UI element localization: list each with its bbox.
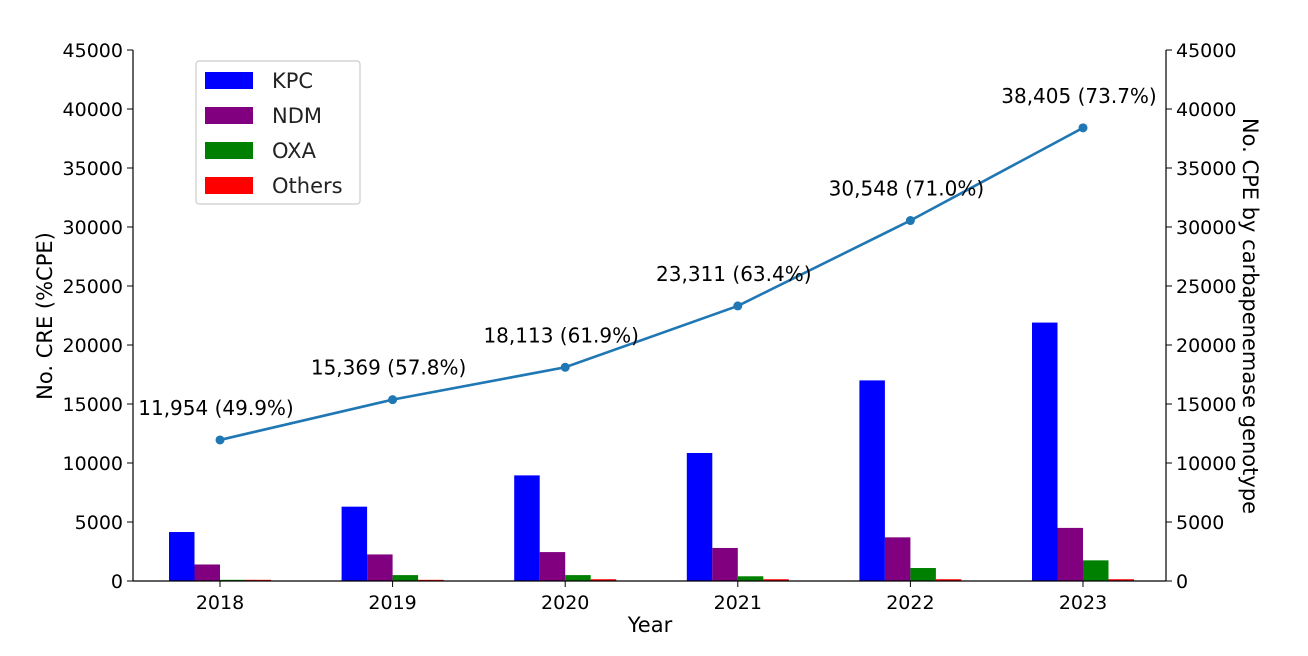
- y-tick-label: 25000: [63, 276, 123, 298]
- axes-layer: [132, 50, 1167, 582]
- legend-label-others: Others: [272, 174, 343, 198]
- bar-ndm-2019: [367, 554, 393, 581]
- y2-tick-label: 15000: [1176, 394, 1236, 416]
- cre-line: [219, 126, 1084, 442]
- ticks-layer: 0 0 5000 5000 10000 10000 15000 15000 20000 20000…: [63, 40, 1237, 614]
- bar-ndm-2020: [539, 552, 566, 581]
- bar-ndm-2018: [194, 564, 220, 581]
- bar-kpc-2018: [169, 532, 195, 581]
- cre-point-2018: [215, 435, 225, 445]
- bar-kpc-2019: [341, 506, 368, 581]
- legend-label-kpc: KPC: [272, 69, 313, 93]
- y2-axis-title: No. CPE by carbapenemase genotype: [1238, 118, 1262, 514]
- cre-point-2019: [388, 395, 398, 405]
- cre-data-label-2023: 38,405 (73.7%): [1001, 84, 1156, 108]
- legend-swatch-oxa: [205, 142, 253, 159]
- y-axis-title: No. CRE (%CPE): [33, 232, 57, 400]
- cre-point-2020: [560, 362, 570, 372]
- cre-point-2022: [905, 216, 915, 226]
- legend-label-ndm: NDM: [272, 104, 322, 128]
- cre-data-label-2020: 18,113 (61.9%): [483, 323, 638, 347]
- y2-tick-label: 10000: [1176, 453, 1236, 475]
- y2-tick-label: 30000: [1176, 217, 1236, 239]
- x-tick-label: 2018: [196, 592, 244, 614]
- y2-tick-label: 35000: [1176, 158, 1236, 180]
- x-tick-label: 2023: [1059, 592, 1107, 614]
- cre-data-label-2018: 11,954 (49.9%): [138, 396, 293, 420]
- cre-data-label-2021: 23,311 (63.4%): [656, 262, 811, 286]
- x-axis-title: Year: [627, 613, 673, 637]
- bar-others-2021: [763, 579, 789, 581]
- bar-kpc-2023: [1032, 322, 1058, 581]
- legend-swatch-ndm: [205, 107, 253, 124]
- y-tick-label: 10000: [63, 453, 123, 475]
- y-tick-label: 40000: [63, 99, 123, 121]
- bar-ndm-2021: [712, 547, 738, 581]
- bars-layer: [169, 322, 1134, 581]
- y2-tick-label: 20000: [1176, 335, 1236, 357]
- bar-kpc-2020: [514, 475, 540, 581]
- y-tick-label: 5000: [75, 512, 123, 534]
- y-tick-label: 30000: [63, 217, 123, 239]
- bar-oxa-2020: [565, 575, 591, 581]
- cre-line-layer: 11,954 (49.9%) 15,369 (57.8%) 18,113 (61.9…: [138, 84, 1157, 445]
- x-tick-label: 2022: [886, 592, 934, 614]
- bar-kpc-2021: [686, 452, 713, 581]
- bar-others-2022: [935, 579, 962, 581]
- bar-ndm-2023: [1057, 527, 1083, 581]
- y2-tick-label: 40000: [1176, 99, 1236, 121]
- y-tick-label: 0: [111, 571, 123, 593]
- legend-swatch-others: [205, 177, 253, 194]
- y2-tick-label: 5000: [1176, 512, 1224, 534]
- y2-tick-label: 25000: [1176, 276, 1236, 298]
- cre-point-2023: [1078, 123, 1088, 133]
- y2-tick-label: 0: [1176, 571, 1188, 593]
- legend: KPC NDM OXA Others: [195, 60, 361, 205]
- legend-swatch-kpc: [205, 72, 253, 89]
- bar-oxa-2019: [392, 575, 419, 581]
- x-tick-label: 2020: [541, 592, 589, 614]
- legend-box: [195, 60, 361, 205]
- legend-label-oxa: OXA: [272, 139, 317, 163]
- cre-data-label-2022: 30,548 (71.0%): [829, 177, 984, 201]
- bar-others-2020: [590, 579, 617, 581]
- cre-point-2021: [733, 301, 743, 311]
- x-tick-label: 2021: [714, 592, 762, 614]
- y-tick-label: 45000: [63, 40, 123, 62]
- y-tick-label: 20000: [63, 335, 123, 357]
- bar-others-2023: [1108, 579, 1134, 581]
- y-tick-label: 35000: [63, 158, 123, 180]
- bar-oxa-2022: [910, 568, 936, 581]
- bar-ndm-2022: [884, 537, 911, 581]
- y-tick-label: 15000: [63, 394, 123, 416]
- bar-kpc-2022: [859, 380, 885, 581]
- bar-oxa-2023: [1083, 560, 1109, 581]
- cre-data-label-2019: 15,369 (57.8%): [311, 356, 466, 380]
- x-tick-label: 2019: [368, 592, 416, 614]
- bar-oxa-2021: [737, 576, 764, 581]
- y2-tick-label: 45000: [1176, 40, 1236, 62]
